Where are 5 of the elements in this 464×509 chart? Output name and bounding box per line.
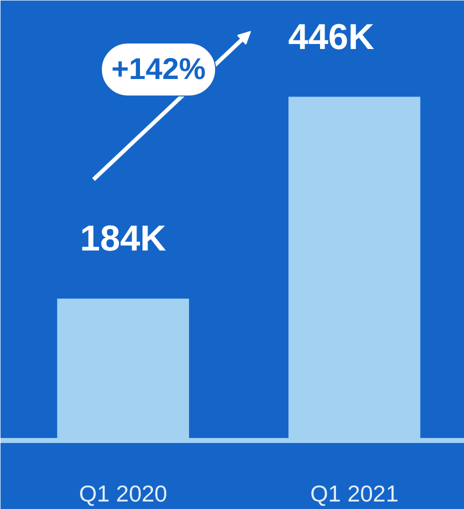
text: +142% <box>111 53 206 86</box>
x-tick-label: Q1 2021 <box>310 480 399 506</box>
x-tick-label: Q1 2020 <box>78 480 168 506</box>
data-label: 184K <box>80 218 166 259</box>
data-label: 446K <box>288 16 374 57</box>
